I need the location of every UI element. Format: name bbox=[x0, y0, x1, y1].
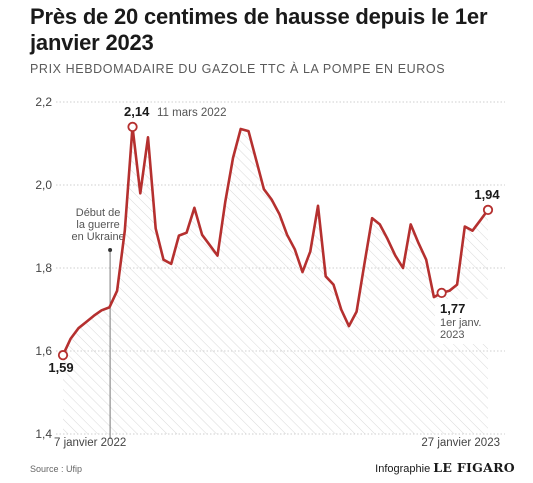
annotation-date-line: 2023 bbox=[440, 329, 464, 341]
annotation-value: 1,59 bbox=[48, 360, 73, 375]
annotation-marker bbox=[436, 287, 447, 298]
annotation-value: 1,77 bbox=[440, 301, 465, 316]
brand-logo: LE FIGARO bbox=[433, 460, 515, 475]
chart-title: Près de 20 centimes de hausse depuis le … bbox=[30, 4, 488, 55]
event-label-line: Début de bbox=[76, 207, 121, 219]
annotation-value: 2,14 bbox=[124, 104, 150, 119]
source-note: Source : Ufip bbox=[30, 464, 83, 474]
x-label-end: 27 janvier 2023 bbox=[421, 437, 500, 449]
annotation-date-line: 1er janv. bbox=[440, 317, 481, 329]
credit-prefix: Infographie bbox=[375, 463, 431, 475]
price-line bbox=[61, 125, 490, 357]
annotation-bg bbox=[435, 299, 491, 344]
event-label-line: en Ukraine bbox=[71, 231, 124, 243]
y-tick-label: 1,6 bbox=[35, 344, 52, 358]
annotation-marker bbox=[127, 121, 138, 133]
y-tick-label: 1,4 bbox=[35, 427, 52, 441]
credit: Infographie LE FIGARO bbox=[375, 460, 515, 475]
event-label-line: la guerre bbox=[76, 219, 119, 231]
y-tick-label: 2,2 bbox=[35, 95, 52, 109]
event-dot bbox=[108, 248, 113, 252]
y-tick-label: 1,8 bbox=[35, 261, 52, 275]
chart-subtitle: PRIX HEBDOMADAIRE DU GAZOLE TTC À LA POM… bbox=[30, 62, 446, 76]
area-fill bbox=[63, 126, 488, 435]
annotation-value: 1,94 bbox=[474, 187, 500, 202]
annotation-date: 11 mars 2022 bbox=[157, 107, 226, 119]
annotation-marker bbox=[57, 350, 69, 361]
y-tick-label: 2,0 bbox=[35, 178, 52, 192]
annotation-marker bbox=[482, 204, 494, 215]
x-label-start: 7 janvier 2022 bbox=[54, 437, 126, 449]
